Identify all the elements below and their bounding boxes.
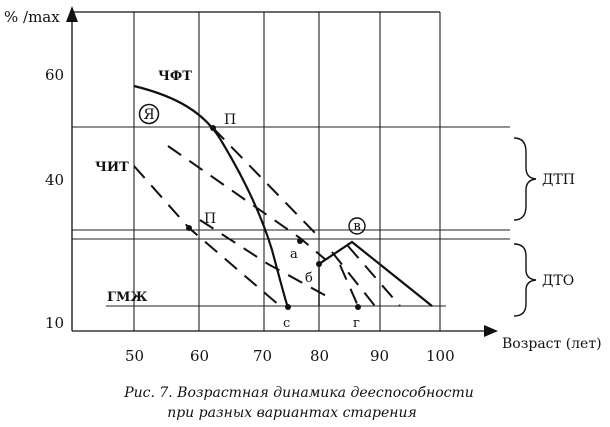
point-c: [285, 304, 291, 310]
lower-dashed-line: [199, 219, 331, 299]
horizontal-lines: [72, 126, 510, 307]
chft-curve: [133, 84, 290, 309]
dtp-label: ДТП: [542, 172, 575, 188]
marker-v-circle: [348, 217, 366, 235]
caption-line-1: Рис. 7. Возрастная динамика дееспособнос…: [123, 385, 474, 401]
x-tick-label: 50: [125, 347, 144, 365]
point-b: [316, 261, 322, 267]
caption-line-2: при разных вариантах старения: [167, 405, 417, 421]
marker-ya-label: Я: [143, 107, 154, 123]
x-axis-arrow: [484, 325, 498, 337]
chit-label: ЧИТ: [95, 160, 129, 175]
x-tick-label: 80: [310, 347, 329, 365]
x-tick-label: 60: [190, 347, 209, 365]
x-tick-label: 90: [370, 347, 389, 365]
right-dashed-line-3: [339, 264, 359, 307]
point-a: [297, 238, 303, 244]
vertical-grid: [133, 12, 441, 331]
label-a: а: [290, 247, 298, 262]
dtp-brace: [513, 137, 537, 221]
y-axis-label: % /max: [4, 8, 60, 26]
x-tick-label: 70: [253, 347, 272, 365]
label-b: б: [305, 271, 313, 286]
right-dashed-line-2: [347, 245, 401, 307]
label-g: г: [353, 316, 360, 331]
y-tick-label: 10: [45, 314, 64, 332]
marker-ya-circle: [138, 103, 160, 125]
right-dashed-line-1: [331, 251, 376, 307]
y-tick-label: 40: [45, 171, 64, 189]
chft-label: ЧФТ: [158, 69, 192, 84]
chit-dashed-curve: [133, 165, 281, 307]
label-c: с: [283, 316, 290, 331]
gmzh-label: ГМЖ: [107, 290, 147, 305]
x-tick-label: 100: [426, 347, 455, 365]
point-p-lower: [186, 225, 192, 231]
v-polyline: [318, 240, 433, 307]
y-axis-arrow: [66, 6, 78, 22]
label-p-lower: П: [204, 211, 216, 227]
upper-dashed-line: [212, 127, 319, 237]
dto-label: ДТО: [542, 273, 574, 289]
point-p-upper: [210, 125, 216, 131]
y-tick-label: 60: [45, 66, 64, 84]
dto-brace: [513, 243, 537, 317]
marker-v-label: в: [353, 219, 360, 234]
x-axis-label: Возраст (лет): [502, 336, 602, 352]
label-p-upper: П: [224, 112, 236, 128]
point-g: [355, 304, 361, 310]
